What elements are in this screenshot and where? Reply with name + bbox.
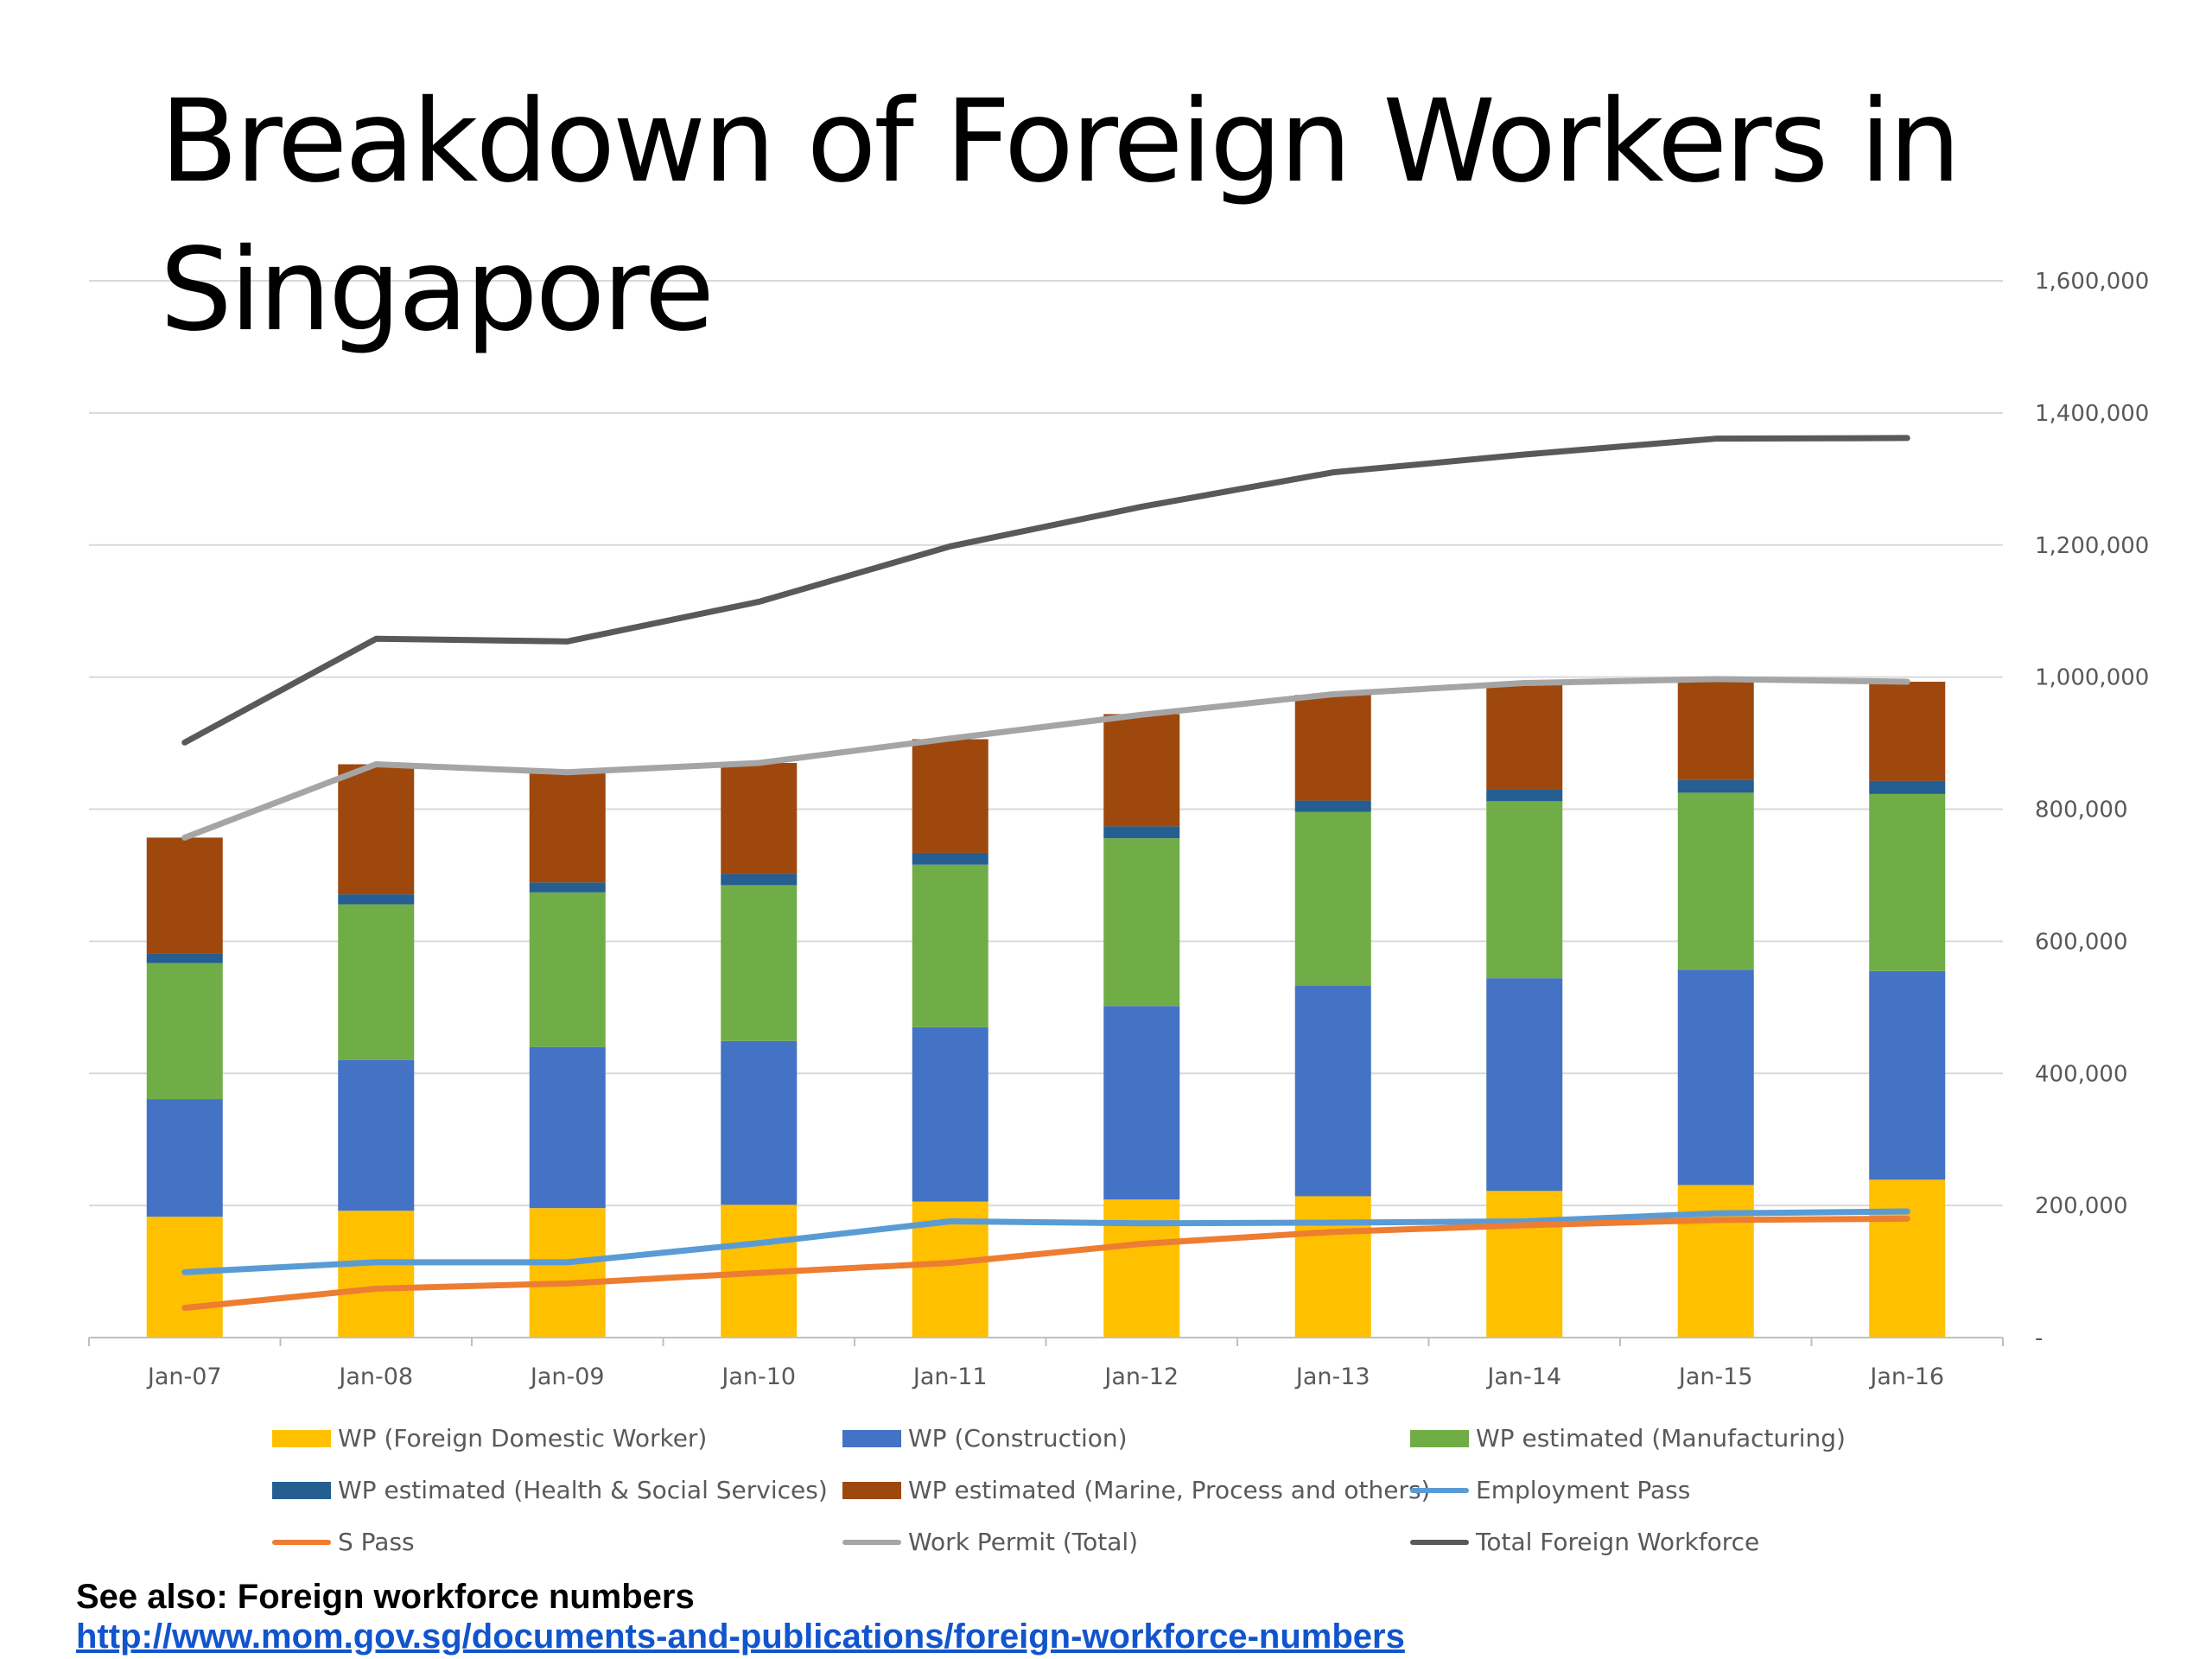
y-tick-label: 800,000 (2035, 798, 2128, 823)
slide-title: Breakdown of Foreign Workers in Singapor… (160, 75, 1961, 357)
bar-segment (721, 874, 798, 886)
bar-segment (912, 1027, 988, 1202)
bar-segment (1869, 1179, 1946, 1338)
bar-segment (1294, 811, 1371, 986)
bar-segment (1294, 800, 1371, 812)
x-tick-label: Jan-16 (1868, 1363, 1944, 1390)
bar-segment (338, 1211, 415, 1338)
bar-segment (338, 894, 415, 905)
x-tick-label: Jan-13 (1294, 1363, 1370, 1390)
bar-segment (1103, 714, 1180, 827)
series-line (181, 1208, 1910, 1275)
y-tick-label: 400,000 (2035, 1061, 2128, 1087)
bar-segment (529, 1046, 606, 1209)
series-lines (181, 435, 1910, 1312)
bar-segment (1486, 978, 1563, 1192)
bar-segment (338, 904, 415, 1060)
x-tick-label: Jan-10 (720, 1363, 796, 1390)
y-tick-label: 1,400,000 (2035, 401, 2149, 427)
x-tick-label: Jan-07 (146, 1363, 222, 1390)
bar-segment (1486, 801, 1563, 979)
bar-segment (1294, 695, 1371, 801)
bar-segment (1677, 1185, 1754, 1338)
bar-segment (1869, 681, 1946, 781)
y-tick-label: 1,000,000 (2035, 665, 2149, 691)
bar-segment (1869, 970, 1946, 1180)
bar-segment (721, 762, 798, 874)
bar-segment (1486, 683, 1563, 790)
bar-segment (1677, 680, 1754, 780)
y-tick-label: 1,200,000 (2035, 533, 2149, 559)
axes: - 200,000 400,000 600,000 800,000 1,000,000 1,… (88, 269, 2149, 1390)
series-line (181, 435, 1910, 746)
bar-segment (146, 1217, 223, 1338)
bar-segment (1486, 789, 1563, 802)
bar-segment (338, 764, 415, 895)
stacked-bars (146, 680, 1946, 1338)
x-tick-label: Jan-15 (1677, 1363, 1753, 1390)
x-tick-label: Jan-14 (1485, 1363, 1561, 1390)
bar-segment (1677, 792, 1754, 970)
bar-segment (338, 1059, 415, 1211)
bar-segment (146, 837, 223, 954)
mom-foreign-workforce-link[interactable]: http://www.mom.gov.sg/documents-and-publ… (76, 1618, 1405, 1656)
y-tick-label: 1,600,000 (2035, 269, 2149, 295)
bar-segment (146, 963, 223, 1100)
series-line (181, 676, 1910, 841)
series-line (181, 1215, 1910, 1312)
bar-segment (146, 953, 223, 963)
bar-segment (912, 864, 988, 1027)
bar-segment (1103, 838, 1180, 1007)
bar-segment (721, 1040, 798, 1205)
bar-segment (1677, 779, 1754, 793)
bar-segment (1294, 1196, 1371, 1338)
see-also-note: See also: Foreign workforce numbers (76, 1578, 695, 1616)
y-tick-label: 200,000 (2035, 1193, 2128, 1219)
bar-segment (1677, 969, 1754, 1185)
x-tick-label: Jan-12 (1103, 1363, 1179, 1390)
y-tick-label: 600,000 (2035, 929, 2128, 955)
y-tick-label: - (2035, 1325, 2043, 1351)
x-tick-label: Jan-08 (337, 1363, 413, 1390)
bar-segment (529, 772, 606, 883)
bar-segment (1486, 1191, 1563, 1338)
bar-segment (912, 852, 988, 865)
bar-segment (912, 739, 988, 853)
bar-segment (1103, 1006, 1180, 1200)
bar-segment (721, 885, 798, 1041)
bar-segment (529, 1208, 606, 1338)
bar-segment (529, 892, 606, 1047)
bar-segment (146, 1099, 223, 1217)
bar-segment (529, 882, 606, 893)
bar-segment (1103, 826, 1180, 839)
bar-segment (1294, 985, 1371, 1197)
bar-segment (1869, 780, 1946, 794)
bar-segment (1869, 793, 1946, 971)
x-tick-label: Jan-09 (529, 1363, 605, 1390)
x-tick-label: Jan-11 (912, 1363, 988, 1390)
